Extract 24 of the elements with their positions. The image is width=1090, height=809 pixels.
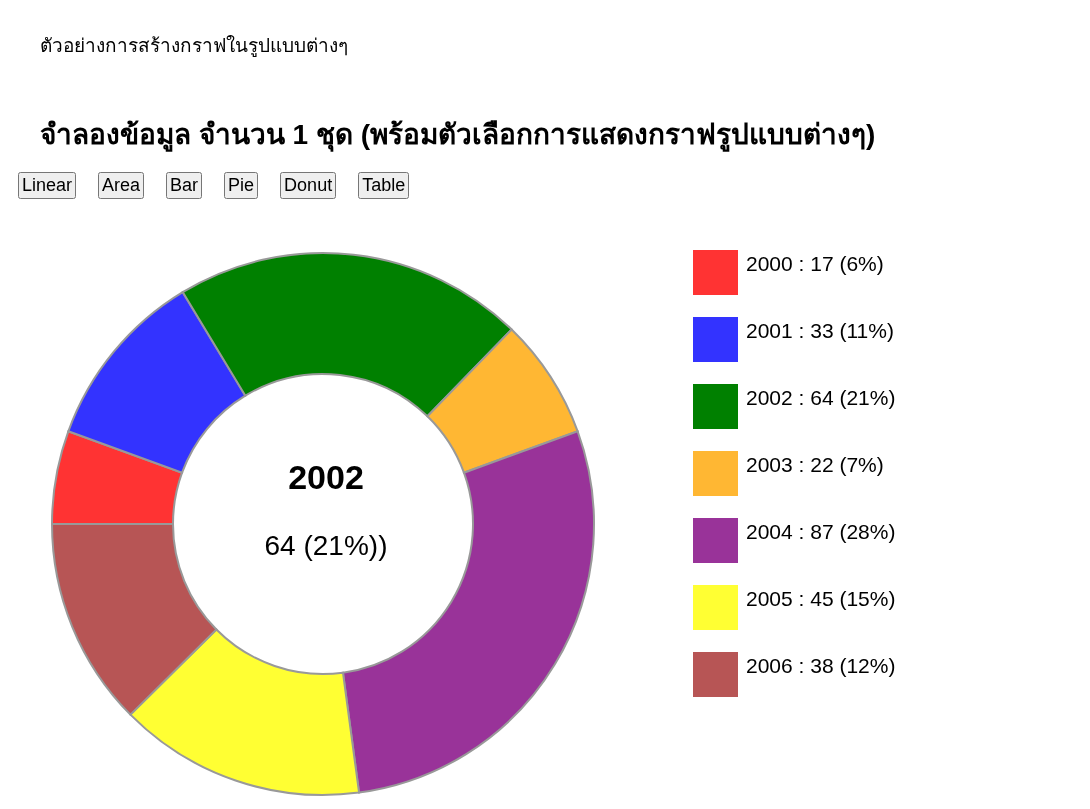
legend-label: 2000 [746,252,793,275]
text: 64 (21%)) [263,530,389,562]
legend-label: 2004 [746,520,793,543]
data-label: : 45 (15%) [798,587,896,610]
data-label: : 33 (11%) [798,319,894,342]
text: Donut [280,172,337,199]
chart-title: จำลองข้อมูล จำนวน 1 ชุด (พร้อมตัวเลือกการแสดงกราฟรูปแบบต่างๆ) [40,118,876,154]
legend-label: 2005 [746,587,793,610]
data-label: : 87 (28%) [798,520,896,543]
legend-label: 2003 [746,453,793,476]
text: Pie [224,172,259,199]
chart-subtitle: ตัวอย่างการสร้างกราฟในรูปแบบต่างๆ [40,34,348,59]
slice-label: 2002 [287,458,365,497]
text: Bar [166,172,203,199]
data-label: : 17 (6%) [798,252,884,275]
legend-label: 2001 [746,319,793,342]
text: Linear [18,172,77,199]
data-label: : 38 (12%) [798,654,896,677]
data-label: : 22 (7%) [798,453,884,476]
text: Table [358,172,410,199]
text: Area [98,172,145,199]
legend-label: 2002 [746,386,793,409]
legend-label: 2006 [746,654,793,677]
data-label: : 64 (21%) [798,386,896,409]
